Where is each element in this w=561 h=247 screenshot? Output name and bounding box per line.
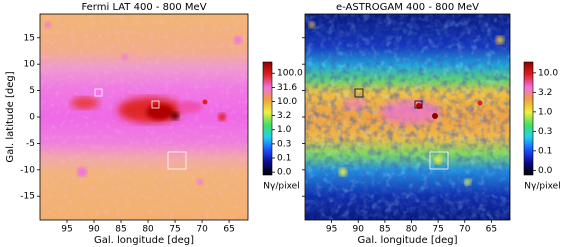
- y-tick-label: 15: [24, 33, 35, 43]
- colorbar-tick-label: 0.1: [538, 146, 552, 156]
- panel-title: e-ASTROGAM 400 - 800 MeV: [336, 2, 479, 13]
- x-tick-label: 95: [326, 225, 337, 235]
- x-tick-label: 85: [115, 225, 126, 235]
- colorbar-tick-label: 0.3: [277, 139, 291, 149]
- x-axis-label: Gal. longitude [deg]: [358, 235, 458, 246]
- colorbar-tick-label: 1.0: [538, 107, 553, 117]
- x-tick-label: 90: [353, 225, 365, 235]
- y-tick-label: 0: [29, 113, 35, 123]
- x-tick-label: 70: [459, 225, 471, 235]
- x-tick-label: 95: [61, 225, 72, 235]
- colorbar-tick-label: 0.1: [277, 153, 291, 163]
- colorbar: [262, 61, 273, 176]
- colorbar-tick-label: 31.6: [277, 83, 297, 93]
- colorbar-tick-label: 1.0: [277, 125, 292, 135]
- x-tick-label: 75: [169, 225, 180, 235]
- x-tick-label: 85: [379, 225, 390, 235]
- colorbar-tick-label: 100.0: [277, 69, 303, 79]
- x-tick-label: 80: [142, 225, 154, 235]
- y-axis-label: Gal. latitude [deg]: [5, 71, 16, 162]
- x-axis-label: Gal. longitude [deg]: [94, 235, 194, 246]
- colorbar-tick-label: 3.2: [277, 111, 291, 121]
- colorbar-label: Nγ/pixel: [263, 182, 299, 192]
- x-tick-label: 75: [432, 225, 443, 235]
- colorbar-label: Nγ/pixel: [524, 182, 560, 192]
- x-tick-label: 65: [486, 225, 497, 235]
- x-tick-label: 80: [406, 225, 418, 235]
- x-tick-label: 90: [88, 225, 100, 235]
- colorbar-tick-label: 10.0: [538, 68, 558, 78]
- colorbar: [523, 61, 534, 176]
- colorbar-tick-label: 3.2: [538, 88, 552, 98]
- colorbar-tick-label: 0.3: [538, 127, 552, 137]
- y-tick-label: -5: [26, 139, 35, 149]
- y-tick-label: 10: [24, 60, 36, 70]
- x-tick-label: 65: [223, 225, 234, 235]
- colorbar-tick-label: 10.0: [277, 97, 297, 107]
- colorbar-tick-label: 0.0: [277, 168, 292, 178]
- y-tick-label: 5: [29, 86, 35, 96]
- astrogam-map: [305, 14, 510, 220]
- colorbar-tick-label: 0.0: [538, 166, 553, 176]
- y-tick-label: -15: [20, 192, 35, 202]
- fermi-map: [40, 14, 248, 220]
- x-tick-label: 70: [196, 225, 208, 235]
- y-tick-label: -10: [20, 165, 35, 175]
- panel-title: Fermi LAT 400 - 800 MeV: [81, 2, 206, 13]
